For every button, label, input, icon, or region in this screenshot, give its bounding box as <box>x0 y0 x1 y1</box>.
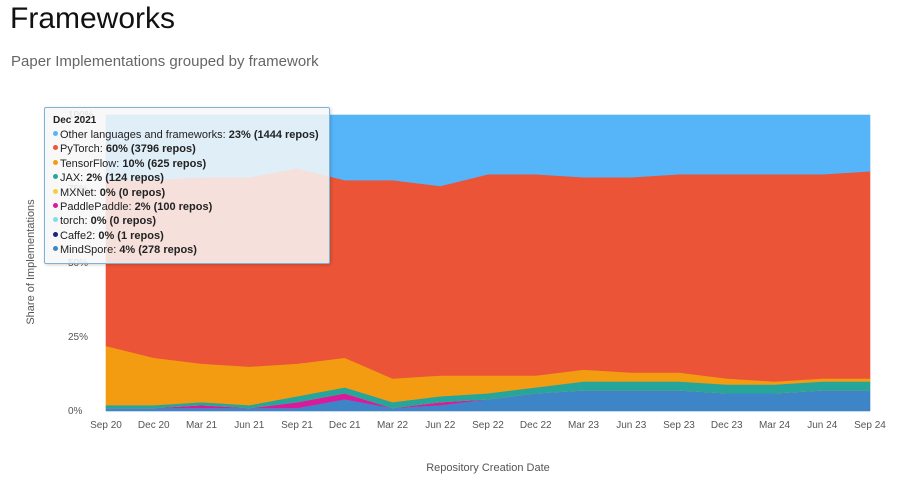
legend-dot-icon <box>53 231 58 237</box>
legend-dot-icon <box>53 131 58 136</box>
legend-dot-icon <box>53 188 58 194</box>
legend-dot-icon <box>53 145 58 151</box>
legend-dot-icon <box>53 203 58 209</box>
tooltip-row: TensorFlow: 10% (625 repos) <box>53 157 321 171</box>
page-subtitle: Paper Implementations grouped by framewo… <box>11 53 319 70</box>
tooltip-rows: Other languages and frameworks: 23% (144… <box>53 128 321 258</box>
legend-dot-icon <box>53 246 58 252</box>
x-axis-ticks: Sep 20 Dec 20 Mar 21 Jun 21 Sep 21 Dec 21 Mar … <box>90 420 886 431</box>
x-tick-label: Sep 22 <box>472 420 504 431</box>
x-tick-label: Sep 24 <box>854 420 886 431</box>
x-tick-label: Sep 23 <box>663 420 695 431</box>
tooltip-series-label: TensorFlow: <box>60 157 123 170</box>
tooltip-series-label: JAX: <box>60 172 87 185</box>
tooltip-row: JAX: 2% (124 repos) <box>53 171 321 185</box>
x-tick-label: Mar 22 <box>377 420 409 431</box>
tooltip-series-value: 0% (1 repos) <box>98 229 164 242</box>
tooltip-series-value: 4% (278 repos) <box>119 244 197 257</box>
tooltip-series-value: 0% (0 repos) <box>90 215 156 228</box>
tooltip-series-label: Other languages and frameworks: <box>60 129 229 141</box>
x-tick-label: Jun 24 <box>807 420 837 431</box>
x-axis-title: Repository Creation Date <box>426 462 550 474</box>
tooltip-series-label: Caffe2: <box>60 229 99 242</box>
tooltip-series-label: MXNet: <box>60 186 100 199</box>
x-tick-label: Dec 21 <box>329 420 361 431</box>
x-tick-label: Mar 21 <box>186 420 218 431</box>
x-tick-label: Mar 24 <box>759 420 791 431</box>
x-tick-label: Mar 23 <box>568 420 600 431</box>
y-axis-title: Share of Implementations <box>25 199 37 325</box>
y-tick-label: 0% <box>68 406 83 417</box>
page-title: Frameworks <box>10 2 176 35</box>
tooltip-series-value: 60% (3796 repos) <box>105 143 196 156</box>
tooltip-series-label: PyTorch: <box>60 143 106 156</box>
x-tick-label: Jun 21 <box>234 420 264 431</box>
hover-tooltip: Dec 2021 Other languages and frameworks:… <box>44 107 330 264</box>
x-tick-label: Dec 20 <box>138 420 170 431</box>
x-tick-label: Dec 23 <box>711 420 743 431</box>
tooltip-row: Caffe2: 0% (1 repos) <box>53 229 321 243</box>
tooltip-series-value: 2% (124 repos) <box>86 172 164 185</box>
legend-dot-icon <box>53 159 58 165</box>
tooltip-row: torch: 0% (0 repos) <box>53 214 321 228</box>
x-tick-label: Dec 22 <box>520 420 552 431</box>
tooltip-series-label: torch: <box>60 215 91 228</box>
tooltip-series-value: 10% (625 repos) <box>122 157 207 170</box>
tooltip-row: MXNet: 0% (0 repos) <box>53 186 321 200</box>
legend-dot-icon <box>53 217 58 223</box>
tooltip-title: Dec 2021 <box>53 115 97 126</box>
tooltip-row: PyTorch: 60% (3796 repos) <box>53 142 321 156</box>
tooltip-series-value: 0% (0 repos) <box>99 186 166 199</box>
tooltip-series-value: 23% (1444 repos) <box>228 129 319 141</box>
tooltip-row: PaddlePaddle: 2% (100 repos) <box>53 200 321 214</box>
tooltip-series-label: PaddlePaddle: <box>60 201 135 214</box>
x-tick-label: Jun 22 <box>425 420 455 431</box>
x-tick-label: Sep 21 <box>281 420 313 431</box>
tooltip-series-label: MindSpore: <box>60 244 120 257</box>
tooltip-series-value: 2% (100 repos) <box>134 201 213 214</box>
tooltip-row: MindSpore: 4% (278 repos) <box>53 243 321 257</box>
tooltip-row: Other languages and frameworks: 23% (144… <box>53 128 321 142</box>
x-tick-label: Jun 23 <box>616 420 646 431</box>
y-tick-label: 25% <box>68 332 88 343</box>
x-tick-label: Sep 20 <box>90 420 122 431</box>
legend-dot-icon <box>53 174 58 180</box>
